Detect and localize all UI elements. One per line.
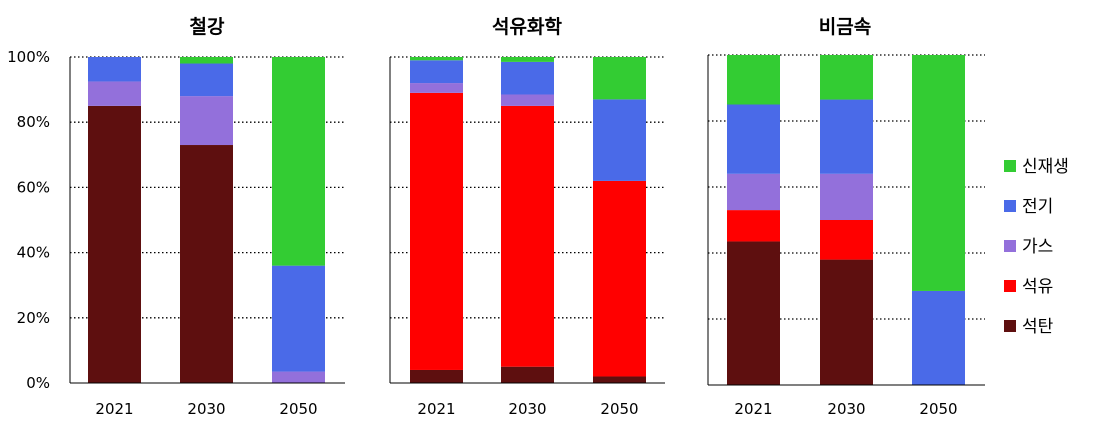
bar-segment-2050-전기 (912, 290, 965, 385)
bar-segment-2030-석유 (501, 105, 554, 367)
bar-segment-2050-신재생 (272, 57, 325, 266)
legend-label: 석탄 (1022, 317, 1054, 337)
x-tick-label: 2021 (417, 400, 455, 418)
bar-segment-2021-가스 (88, 81, 141, 106)
bar-segment-2030-가스 (820, 173, 873, 220)
legend-swatch-전기 (1004, 200, 1016, 212)
chart-title: 석유화학 (492, 16, 562, 38)
legend-label: 석유 (1022, 277, 1053, 297)
legend-label: 신재생 (1022, 157, 1069, 177)
bar-segment-2050-석유 (593, 180, 646, 377)
bar-segment-2021-신재생 (727, 55, 780, 105)
bar-segment-2050-신재생 (912, 55, 965, 291)
bar-segment-2030-석탄 (820, 259, 873, 385)
y-tick-label: 40% (17, 244, 50, 262)
bar-segment-2030-신재생 (501, 57, 554, 62)
bar-segment-2050-전기 (593, 99, 646, 181)
legend-label: 가스 (1022, 237, 1053, 257)
bar-segment-2050-석탄 (593, 376, 646, 383)
y-tick-label: 0% (26, 374, 50, 392)
legend-swatch-신재생 (1004, 160, 1016, 172)
x-tick-label: 2030 (508, 400, 546, 418)
x-tick-label: 2050 (600, 400, 638, 418)
bar-segment-2030-가스 (501, 94, 554, 106)
x-tick-label: 2021 (95, 400, 133, 418)
bar-segment-2021-전기 (88, 57, 141, 82)
y-tick-label: 80% (17, 113, 50, 131)
bar-segment-2030-석탄 (501, 366, 554, 383)
x-tick-label: 2050 (919, 400, 957, 418)
bar-segment-2050-신재생 (593, 57, 646, 100)
x-tick-label: 2030 (827, 400, 865, 418)
y-tick-label: 20% (17, 309, 50, 327)
chart-title: 철강 (190, 16, 225, 38)
bar-segment-2021-전기 (410, 60, 463, 84)
bar-segment-2021-가스 (727, 173, 780, 211)
x-tick-label: 2050 (279, 400, 317, 418)
legend-label: 전기 (1022, 197, 1053, 217)
bar-segment-2021-석탄 (410, 369, 463, 383)
bar-segment-2050-전기 (272, 265, 325, 372)
bar-segment-2021-신재생 (410, 57, 463, 61)
chart-title: 비금속 (819, 16, 871, 38)
bar-segment-2021-석탄 (727, 241, 780, 385)
x-tick-label: 2030 (187, 400, 225, 418)
y-tick-label: 60% (17, 178, 50, 196)
bar-segment-2050-가스 (272, 371, 325, 383)
legend-swatch-가스 (1004, 240, 1016, 252)
bar-segment-2021-석유 (410, 92, 463, 370)
bar-segment-2030-신재생 (820, 55, 873, 100)
x-tick-label: 2021 (734, 400, 772, 418)
bar-segment-2030-석유 (820, 220, 873, 260)
legend-swatch-석탄 (1004, 320, 1016, 332)
bar-segment-2030-신재생 (180, 57, 233, 64)
bar-segment-2030-가스 (180, 96, 233, 146)
bar-segment-2030-전기 (180, 63, 233, 97)
bar-segment-2030-전기 (820, 99, 873, 174)
bar-segment-2030-석탄 (180, 145, 233, 383)
bar-segment-2021-석유 (727, 210, 780, 242)
bar-segment-2030-전기 (501, 61, 554, 95)
y-tick-label: 100% (7, 48, 50, 66)
bar-segment-2021-전기 (727, 104, 780, 174)
legend-swatch-석유 (1004, 280, 1016, 292)
bar-segment-2021-석탄 (88, 105, 141, 384)
bar-segment-2021-가스 (410, 83, 463, 93)
